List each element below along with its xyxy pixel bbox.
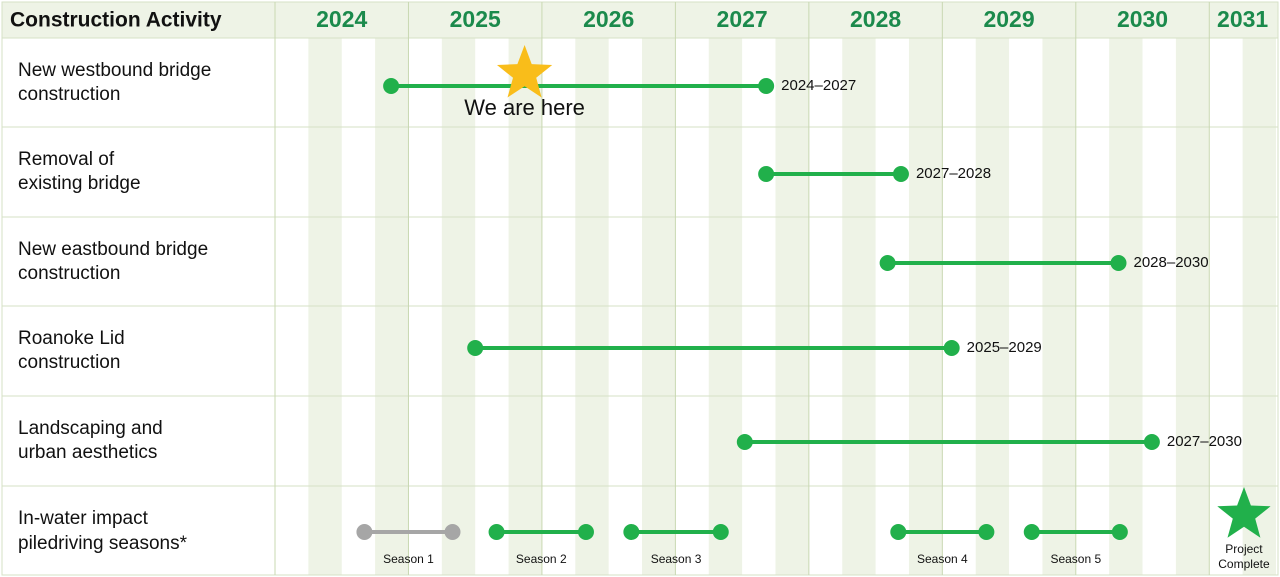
bar-start [488, 524, 505, 540]
season-label: Season 2 [516, 552, 567, 566]
season-label: Season 4 [917, 552, 968, 566]
bar-start [356, 524, 373, 540]
row-label: Roanoke Lid construction [18, 328, 125, 373]
bar-end [1110, 255, 1127, 271]
bar-end [712, 524, 729, 540]
x-tick-label: 2027 [717, 6, 768, 32]
bar-end [943, 340, 960, 356]
bar-end [758, 78, 775, 94]
bar-start [879, 255, 896, 271]
x-tick-label: 2026 [583, 6, 634, 32]
bar-start [1023, 524, 1040, 540]
x-tick-label: 2031 [1217, 6, 1268, 32]
x-tick-label: 2028 [850, 6, 901, 32]
range-label: 2027–2028 [916, 165, 991, 182]
bar-end [577, 524, 594, 540]
season-label: Season 1 [383, 552, 434, 566]
header-title: Construction Activity [10, 9, 222, 32]
x-tick-label: 2030 [1117, 6, 1168, 32]
x-tick-label: 2025 [450, 6, 501, 32]
x-tick-label: 2029 [983, 6, 1034, 32]
range-label: 2027–2030 [1167, 433, 1242, 450]
row-label: New westbound bridge construction [18, 59, 212, 105]
end-label: Project Complete [1218, 542, 1270, 571]
row-label: New eastbound bridge construction [18, 238, 209, 284]
bar-end [1111, 524, 1128, 540]
x-tick-label: 2024 [316, 6, 367, 32]
season-label: Season 3 [651, 552, 702, 566]
bar-start [383, 78, 400, 94]
bar-start [736, 434, 753, 450]
bar-start [623, 524, 640, 540]
bar-start [890, 524, 907, 540]
bar-start [758, 166, 775, 182]
bar-end [444, 524, 461, 540]
row-label: Landscaping and urban aesthetics [18, 418, 163, 463]
range-label: 2025–2029 [967, 339, 1042, 356]
header-bg [2, 2, 1278, 38]
bar-end [978, 524, 995, 540]
bar-start [467, 340, 484, 356]
now-label: We are here [464, 95, 585, 120]
range-label: 2024–2027 [781, 77, 856, 94]
season-label: Season 5 [1050, 552, 1101, 566]
row-label: Removal of existing bridge [18, 149, 141, 194]
range-label: 2028–2030 [1134, 254, 1209, 271]
bar-end [892, 166, 909, 182]
row-label: In-water impact piledriving seasons* [18, 508, 187, 554]
star [497, 45, 553, 98]
bar-end [1143, 434, 1160, 450]
star [1217, 487, 1271, 538]
